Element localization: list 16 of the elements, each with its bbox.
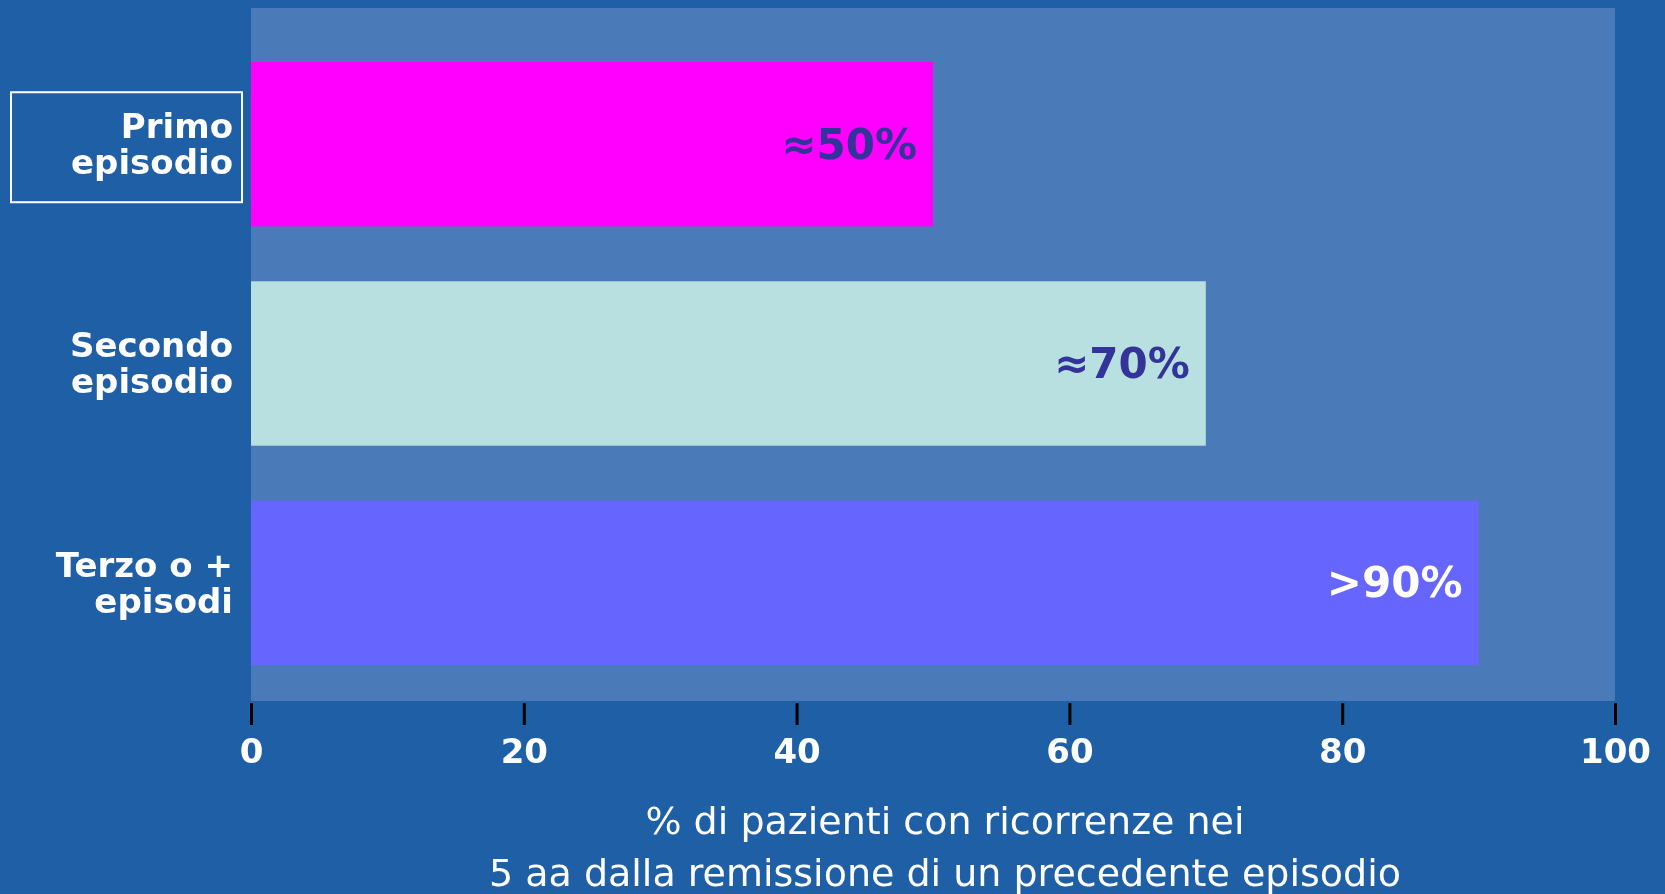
x-tick-label: 60 [1046,731,1094,772]
bar [251,62,933,227]
data-label: ≈70% [1054,339,1190,389]
data-label: >90% [1326,558,1463,608]
x-axis-title: % di pazienti con ricorrenze nei 5 aa dalla remissione di un precedente episodio [488,799,1402,894]
y-tick-label: Primo episodio [71,106,233,183]
x-tick-label: 0 [239,731,264,772]
x-tick-label: 80 [1319,731,1367,772]
bar [251,500,1479,665]
x-tick-label: 40 [773,731,821,772]
data-label: ≈50% [781,119,917,169]
y-tick-label: Terzo o + episodi [55,544,233,621]
y-tick-label: Secondo episodio [70,325,233,402]
x-tick-label: 20 [500,731,548,772]
x-tick-label: 100 [1580,731,1651,772]
bar [251,281,1206,446]
